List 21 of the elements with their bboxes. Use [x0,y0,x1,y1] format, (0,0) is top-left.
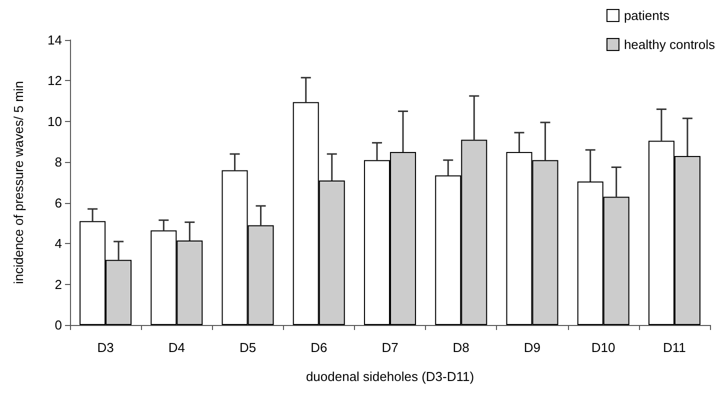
y-tick-label: 12 [48,73,62,88]
x-tick-label: D11 [663,340,686,355]
legend-label: healthy controls [624,37,716,52]
x-tick-label: D7 [382,340,398,355]
legend-label: patients [624,8,670,23]
y-tick-label: 4 [54,236,62,252]
y-tick-label: 8 [54,154,62,170]
y-tick-label: 6 [54,195,62,210]
y-tick-label: 14 [48,32,62,48]
y-tick-label: 10 [48,114,62,129]
y-axis-title: incidence of pressure waves/ 5 min [11,80,26,284]
x-axis-title: duodenal sideholes (D3-D11) [306,369,474,384]
x-tick-label: D8 [452,340,470,355]
x-tick-label: D9 [524,340,541,355]
x-tick-label: D4 [168,340,185,355]
x-tick-label: D6 [310,340,328,355]
x-tick-label: D3 [97,340,114,355]
y-tick-label: 0 [54,318,62,332]
x-tick-label: D5 [239,340,256,355]
x-tick-label: D10 [591,340,616,355]
y-tick-label: 2 [54,276,62,292]
